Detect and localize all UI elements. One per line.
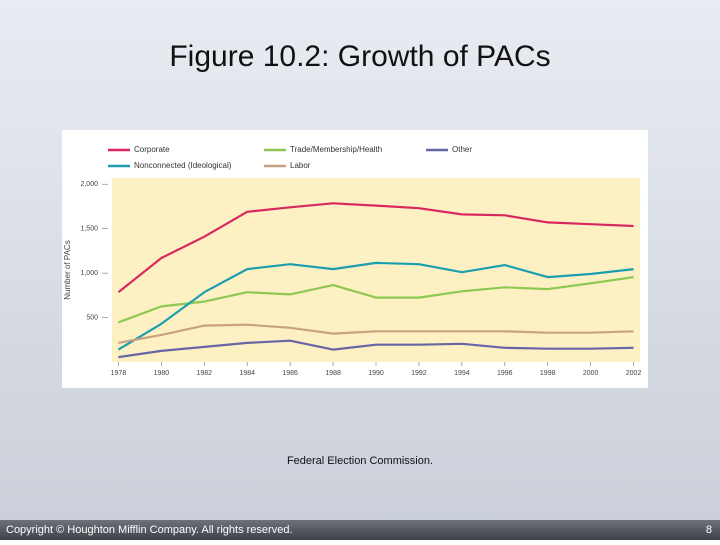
x-tick-label: 1994 <box>454 370 470 377</box>
legend-label: Corporate <box>134 145 170 154</box>
legend-label: Nonconnected (Ideological) <box>134 161 232 170</box>
x-tick-label: 1984 <box>239 370 255 377</box>
x-tick-label: 1980 <box>154 370 170 377</box>
footer-bar <box>0 520 720 540</box>
series-line <box>118 276 634 324</box>
x-tick-label: 1982 <box>197 370 213 377</box>
x-tick-label: 1978 <box>111 370 127 377</box>
y-tick-label: 1,500 <box>80 226 98 233</box>
y-tick-label: 1,000 <box>80 270 98 277</box>
series-line <box>117 261 634 351</box>
slide-title: Figure 10.2: Growth of PACs <box>169 40 550 73</box>
series-line <box>117 202 634 294</box>
series-line <box>118 339 634 359</box>
x-tick-label: 1992 <box>411 370 427 377</box>
x-tick-label: 1998 <box>540 370 556 377</box>
x-tick-label: 1996 <box>497 370 513 377</box>
x-tick-label: 2002 <box>626 370 642 377</box>
y-axis-label: Number of PACs <box>63 240 72 299</box>
series-line <box>118 323 634 344</box>
legend-label: Trade/Membership/Health <box>290 145 382 154</box>
source: Federal Election Commission. <box>287 455 433 467</box>
copyright: Copyright © Houghton Mifflin Company. Al… <box>6 524 293 536</box>
legend-label: Other <box>452 145 472 154</box>
page-number: 8 <box>706 524 712 536</box>
y-tick-label: 500 <box>86 314 98 321</box>
x-tick-label: 1986 <box>282 370 298 377</box>
x-tick-label: 1990 <box>368 370 384 377</box>
legend-label: Labor <box>290 161 311 170</box>
x-tick-label: 2000 <box>583 370 599 377</box>
y-tick-label: 2,000 <box>80 181 98 188</box>
x-tick-label: 1988 <box>325 370 341 377</box>
